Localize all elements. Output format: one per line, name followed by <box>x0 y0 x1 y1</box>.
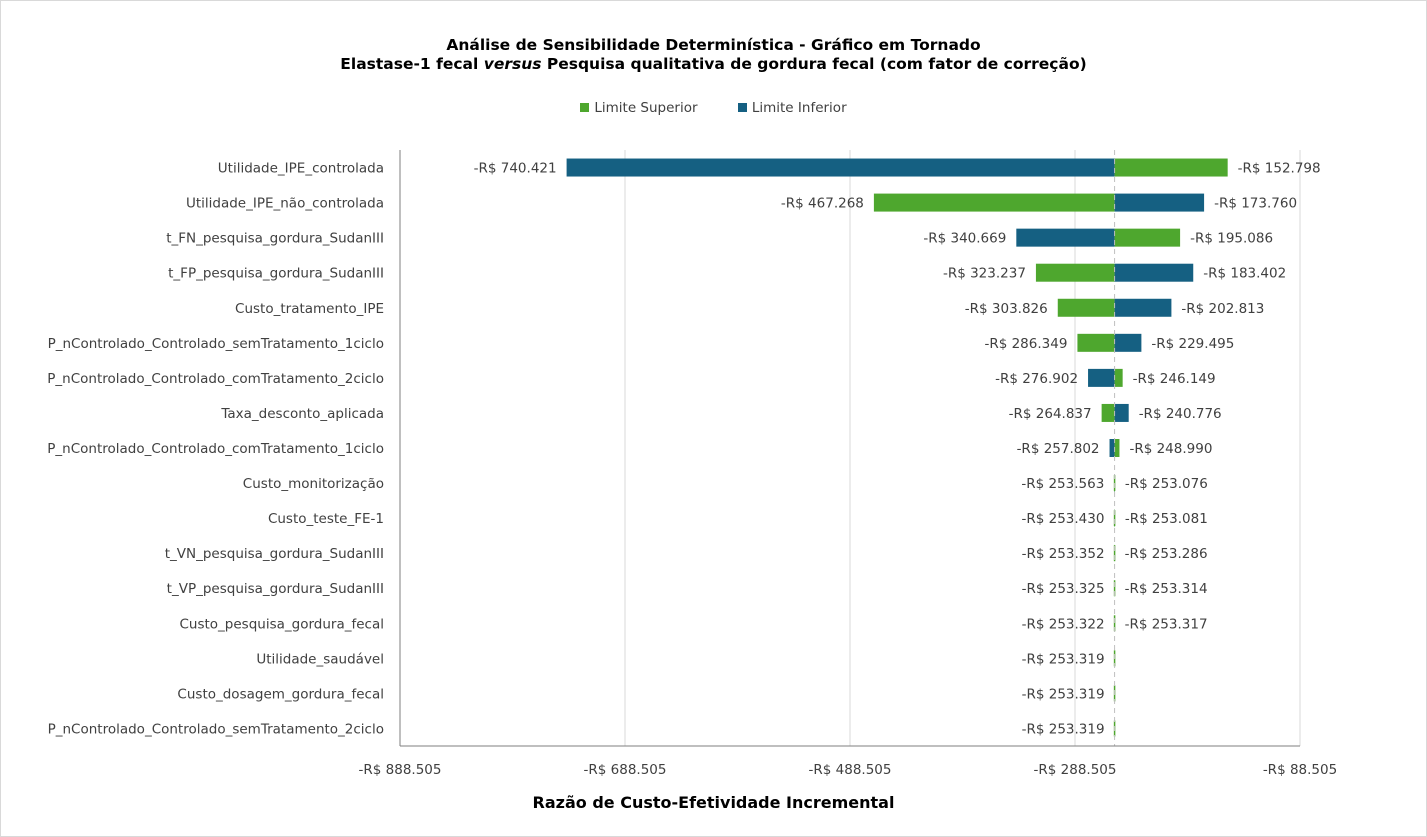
data-label-left: -R$ 253.322 <box>1022 616 1105 632</box>
data-label-right: -R$ 248.990 <box>1129 441 1212 457</box>
legend-item-upper: Limite Superior <box>580 100 698 116</box>
category-label: P_nControlado_Controlado_semTratamento_2… <box>48 721 384 737</box>
x-axis-title: Razão de Custo-Efetividade Incremental <box>532 793 895 812</box>
category-label: Custo_tratamento_IPE <box>235 301 384 317</box>
bar-left-upper <box>1035 263 1115 282</box>
data-label-right: -R$ 253.081 <box>1125 511 1208 527</box>
data-label-left: -R$ 253.352 <box>1022 546 1105 562</box>
data-label-right: -R$ 152.798 <box>1238 161 1321 177</box>
subtitle-part2: Pesquisa qualitativa de gordura fecal (c… <box>541 55 1087 73</box>
bar-point <box>1113 580 1116 597</box>
data-label-left: -R$ 340.669 <box>923 231 1006 247</box>
legend-swatch-lower <box>737 103 747 112</box>
bar-right-lower <box>1114 263 1194 282</box>
data-label-right: -R$ 229.495 <box>1151 336 1234 352</box>
category-label: Custo_monitorização <box>243 476 384 492</box>
bar-left-lower <box>1016 228 1115 247</box>
bar-left-lower <box>1109 439 1115 457</box>
data-label-right: -R$ 253.076 <box>1125 476 1208 492</box>
category-label: t_FP_pesquisa_gordura_SudanIII <box>168 266 384 282</box>
legend-item-lower: Limite Inferior <box>737 100 847 116</box>
bar-right-lower <box>1114 333 1142 352</box>
category-label: t_FN_pesquisa_gordura_SudanIII <box>166 231 384 247</box>
chart-title: Análise de Sensibilidade Determinística … <box>446 36 981 54</box>
category-label: Taxa_desconto_aplicada <box>220 406 384 422</box>
bar-right-lower <box>1114 193 1205 212</box>
data-label-left: -R$ 286.349 <box>984 336 1067 352</box>
legend: Limite Superior Limite Inferior <box>0 100 1427 116</box>
bar-right-upper <box>1114 368 1123 387</box>
legend-swatch-upper <box>580 103 590 112</box>
bar-left-lower <box>1088 368 1115 387</box>
bar-right-upper <box>1114 439 1120 457</box>
data-label-right: -R$ 246.149 <box>1133 371 1216 387</box>
data-label-left: -R$ 253.563 <box>1021 476 1104 492</box>
data-label-left: -R$ 276.902 <box>995 371 1078 387</box>
category-label: Utilidade_IPE_controlada <box>218 161 384 177</box>
data-label-left: -R$ 253.325 <box>1022 581 1105 597</box>
data-label-right: -R$ 253.314 <box>1125 581 1208 597</box>
legend-label-lower: Limite Inferior <box>751 100 847 116</box>
data-label-left: -R$ 257.802 <box>1017 441 1100 457</box>
bar-left-upper <box>1101 403 1115 422</box>
bar-left-lower <box>566 158 1115 177</box>
category-label: Custo_teste_FE-1 <box>268 511 384 527</box>
data-label-left: -R$ 467.268 <box>781 196 864 212</box>
data-label-right: -R$ 173.760 <box>1214 196 1297 212</box>
category-label: P_nControlado_Controlado_semTratamento_1… <box>48 336 384 352</box>
chart-subtitle: Elastase-1 fecal versus Pesquisa qualita… <box>0 55 1427 73</box>
bar-right-lower <box>1114 298 1172 317</box>
data-label-left: -R$ 303.826 <box>965 301 1048 317</box>
data-label-right: -R$ 202.813 <box>1181 301 1264 317</box>
bar-left-upper <box>1077 333 1115 352</box>
bar-right-lower <box>1114 403 1129 422</box>
data-label-left: -R$ 323.237 <box>943 266 1026 282</box>
data-label-right: -R$ 240.776 <box>1139 406 1222 422</box>
bar-point <box>1113 615 1116 632</box>
category-label: Custo_pesquisa_gordura_fecal <box>179 616 384 632</box>
bar-point <box>1113 545 1116 562</box>
x-tick-label: -R$ 688.505 <box>584 762 667 778</box>
category-label: Custo_dosagem_gordura_fecal <box>177 686 384 702</box>
category-label: Utilidade_saudável <box>256 651 384 667</box>
data-label-right: -R$ 195.086 <box>1190 231 1273 247</box>
x-tick-label: -R$ 88.505 <box>1263 762 1337 778</box>
bar-left-upper <box>873 193 1115 212</box>
bar-point <box>1113 510 1116 527</box>
category-label: t_VP_pesquisa_gordura_SudanIII <box>167 581 384 597</box>
bar-left-upper <box>1057 298 1115 317</box>
category-label: P_nControlado_Controlado_comTratamento_2… <box>47 371 384 387</box>
data-label-left: -R$ 253.430 <box>1021 511 1104 527</box>
bar-right-upper <box>1114 228 1181 247</box>
x-tick-label: -R$ 488.505 <box>809 762 892 778</box>
data-label-left: -R$ 264.837 <box>1009 406 1092 422</box>
data-label-left: -R$ 253.319 <box>1022 651 1105 667</box>
data-label-left: -R$ 740.421 <box>474 161 557 177</box>
bar-right-upper <box>1114 158 1228 177</box>
x-tick-label: -R$ 288.505 <box>1034 762 1117 778</box>
category-label: t_VN_pesquisa_gordura_SudanIII <box>165 546 384 562</box>
data-label-right: -R$ 183.402 <box>1203 266 1286 282</box>
data-label-right: -R$ 253.286 <box>1125 546 1208 562</box>
category-label: Utilidade_IPE_não_controlada <box>186 196 384 212</box>
data-label-left: -R$ 253.319 <box>1022 686 1105 702</box>
x-tick-label: -R$ 888.505 <box>359 762 442 778</box>
subtitle-part1: Elastase-1 fecal <box>340 55 484 73</box>
subtitle-italic: versus <box>483 55 542 73</box>
legend-label-upper: Limite Superior <box>594 100 698 116</box>
data-label-left: -R$ 253.319 <box>1022 721 1105 737</box>
data-label-right: -R$ 253.317 <box>1125 616 1208 632</box>
category-label: P_nControlado_Controlado_comTratamento_1… <box>47 441 384 457</box>
